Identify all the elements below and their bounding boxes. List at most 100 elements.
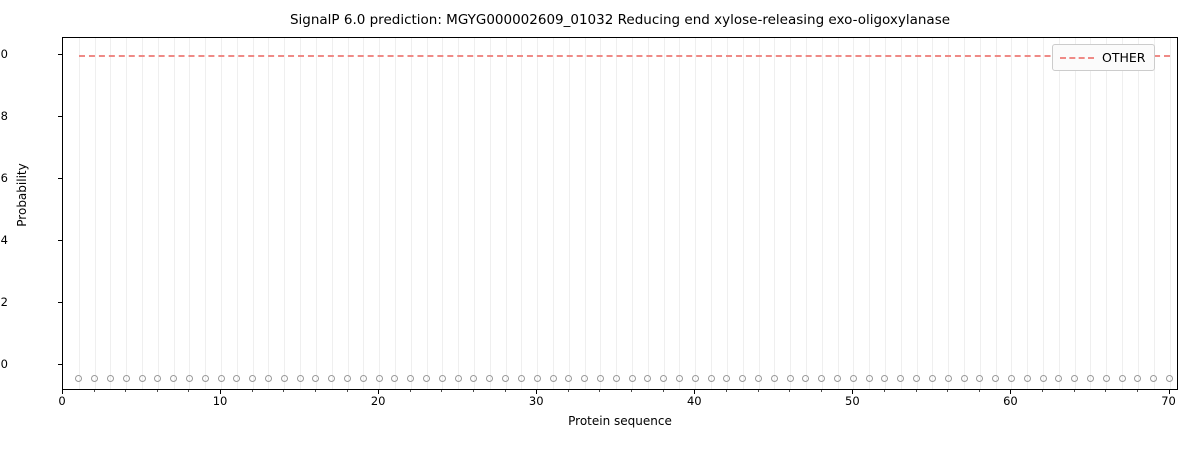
x-tick-minor <box>947 390 949 392</box>
residue-marker <box>660 375 668 383</box>
gridline <box>884 38 886 389</box>
residue-letter: G <box>897 388 906 389</box>
residue-letter: F <box>139 388 145 389</box>
gridline <box>1074 38 1076 389</box>
residue-letter: M <box>1133 388 1143 389</box>
gridline <box>932 38 934 389</box>
x-tick-minor <box>441 390 443 392</box>
residue-marker <box>517 375 525 383</box>
gridline <box>78 38 80 389</box>
x-tick-minor <box>915 390 917 392</box>
plot-area: MANQFEGKKYRNMFTEVGIRENDIAQRLEDIKDYYFYGGD… <box>62 37 1178 390</box>
gridline <box>1106 38 1108 389</box>
x-tick-minor <box>156 390 158 392</box>
residue-letter: N <box>249 388 257 389</box>
gridline <box>157 38 159 389</box>
residue-marker <box>707 375 715 383</box>
legend-label-other: OTHER <box>1102 50 1146 65</box>
residue-marker <box>233 375 241 383</box>
residue-letter: V <box>755 388 763 389</box>
residue-marker <box>770 375 778 383</box>
residue-marker <box>328 375 336 383</box>
legend-swatch-other <box>1060 56 1094 59</box>
x-tick-minor <box>1073 390 1075 392</box>
x-tick-minor <box>346 390 348 392</box>
residue-marker <box>976 375 984 383</box>
gridline <box>647 38 649 389</box>
gridline <box>284 38 286 389</box>
residue-letter: I <box>551 388 554 389</box>
gridline <box>1043 38 1045 389</box>
gridline <box>853 38 855 389</box>
residue-letter: Q <box>122 388 131 389</box>
gridline <box>126 38 128 389</box>
residue-letter: R <box>739 388 747 389</box>
residue-letter: G <box>1118 388 1127 389</box>
residue-letter: S <box>1150 388 1157 389</box>
gridline <box>268 38 270 389</box>
residue-marker <box>122 375 130 383</box>
residue-marker <box>502 375 510 383</box>
residue-letter: Y <box>218 388 225 389</box>
gridline <box>616 38 618 389</box>
gridline <box>726 38 728 389</box>
residue-marker <box>865 375 873 383</box>
residue-letter: E <box>518 388 525 389</box>
residue-letter: A <box>454 388 462 389</box>
residue-marker <box>438 375 446 383</box>
residue-letter: F <box>281 388 287 389</box>
x-tick-minor <box>789 390 791 392</box>
residue-marker <box>596 375 604 383</box>
residue-marker <box>185 375 193 383</box>
x-tick-label: 40 <box>686 394 702 408</box>
gridline <box>584 38 586 389</box>
residue-marker <box>344 375 352 383</box>
gridline <box>1027 38 1029 389</box>
residue-letter: N <box>1023 388 1031 389</box>
residue-marker <box>992 375 1000 383</box>
residue-marker <box>849 375 857 383</box>
residue-marker <box>264 375 272 383</box>
residue-letter: G <box>659 388 668 389</box>
residue-marker <box>612 375 620 383</box>
residue-marker <box>1166 375 1174 383</box>
residue-letter: I <box>362 388 365 389</box>
gridline <box>821 38 823 389</box>
gridline <box>790 38 792 389</box>
x-tick-minor <box>93 390 95 392</box>
residue-letter: M <box>880 388 890 389</box>
gridline <box>663 38 665 389</box>
gridline <box>916 38 918 389</box>
x-tick-minor <box>472 390 474 392</box>
residue-marker <box>565 375 573 383</box>
gridline <box>300 38 302 389</box>
x-tick-mark <box>378 390 380 394</box>
y-axis-label: Probability <box>15 163 29 227</box>
residue-marker <box>1102 375 1110 383</box>
gridline <box>379 38 381 389</box>
gridline <box>695 38 697 389</box>
legend[interactable]: OTHER <box>1052 44 1156 71</box>
residue-marker <box>1134 375 1142 383</box>
residue-marker <box>549 375 557 383</box>
residue-letter: D <box>580 388 588 389</box>
residue-marker <box>486 375 494 383</box>
residue-letter: D <box>865 388 873 389</box>
gridline <box>252 38 254 389</box>
residue-marker <box>170 375 178 383</box>
x-tick-mark <box>536 390 538 394</box>
residue-marker <box>470 375 478 383</box>
gridline <box>221 38 223 389</box>
gridline <box>600 38 602 389</box>
residue-letter: G <box>343 388 352 389</box>
x-tick-mark <box>1168 390 1170 394</box>
residue-marker <box>1071 375 1079 383</box>
residue-letter: D <box>1039 388 1047 389</box>
gridline <box>553 38 555 389</box>
residue-marker <box>154 375 162 383</box>
residue-marker <box>960 375 968 383</box>
residue-marker <box>1150 375 1158 383</box>
residue-letter: Y <box>771 388 778 389</box>
y-tick-mark <box>58 301 62 303</box>
